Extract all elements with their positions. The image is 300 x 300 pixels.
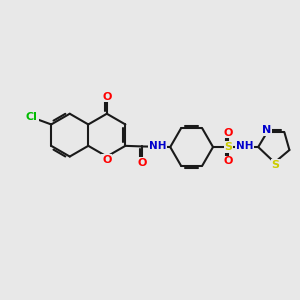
Text: O: O: [102, 92, 112, 101]
Text: S: S: [272, 160, 279, 170]
Text: O: O: [137, 158, 146, 168]
Text: N: N: [262, 125, 271, 135]
Text: NH: NH: [236, 141, 253, 151]
Text: S: S: [224, 142, 232, 152]
Text: Cl: Cl: [26, 112, 38, 122]
Text: O: O: [224, 156, 233, 166]
Text: O: O: [224, 128, 233, 138]
Text: O: O: [102, 154, 112, 164]
Text: NH: NH: [149, 141, 166, 151]
